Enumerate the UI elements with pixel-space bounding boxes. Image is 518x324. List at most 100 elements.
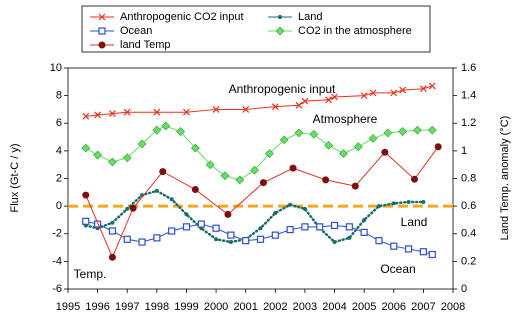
marker [108,253,116,261]
marker [369,89,377,97]
marker [220,171,230,181]
annotation: Temp. [74,267,107,281]
annotation: Ocean [380,262,415,276]
marker [212,106,220,113]
marker [110,220,115,225]
annotation: Land [401,215,428,229]
x-tick-label: 1997 [115,301,139,313]
marker [242,106,250,113]
marker [235,175,245,185]
x-tick-label: 2004 [322,301,346,313]
legend-marker [278,15,282,19]
marker [309,129,319,139]
marker [360,92,368,100]
marker [427,125,437,135]
x-tick-label: 2003 [293,301,317,313]
marker [404,245,413,253]
marker [322,176,330,184]
marker [399,86,407,94]
y-tick-label: 2 [56,172,62,184]
marker [228,240,233,245]
marker [351,182,359,190]
marker [94,220,102,228]
marker [184,212,189,217]
y-tick-label: 0 [56,200,62,212]
marker [419,85,427,93]
marker [325,96,333,104]
marker [398,127,408,136]
y-tick-label: 6 [56,117,62,129]
x-tick-label: 2006 [382,301,406,313]
annotation: Atmosphere [313,112,378,126]
marker [419,248,427,256]
y2-axis-title: Land Temp. anomaly (°C) [499,116,511,241]
marker [330,221,339,230]
marker [345,223,353,231]
x-tick-label: 2001 [233,301,257,313]
x-tick-label: 1999 [174,301,198,313]
marker [301,97,309,105]
y-tick-label: -4 [52,255,62,267]
marker [191,186,199,194]
legend-label: land Temp [120,39,171,51]
marker [375,237,383,245]
y-tick-label: 8 [56,90,62,102]
marker [391,201,396,206]
marker [376,204,381,209]
marker [107,157,117,167]
marker [82,191,90,199]
marker [122,153,132,163]
marker [205,160,215,170]
marker [242,237,250,245]
y2-tick-label: 0.2 [461,255,476,267]
marker [288,202,293,207]
marker [108,227,117,235]
legend-label: Land [298,11,322,23]
marker [381,148,389,156]
y-tick-label: -2 [52,228,62,240]
marker [224,210,232,218]
marker [259,179,267,187]
marker [190,143,200,153]
marker [182,223,191,231]
y2-tick-label: 1.6 [461,62,476,74]
y2-tick-label: 0.6 [461,200,476,212]
marker [169,197,174,202]
series-line [85,125,433,181]
y-axis-title: Flux (Gt-C / y) [9,143,21,212]
legend-marker [98,27,106,35]
marker [316,223,324,231]
marker [258,226,263,231]
x-tick-label: 2008 [441,301,465,313]
x-tick-label: 2002 [263,301,287,313]
marker [324,140,334,150]
legend-label: Ocean [120,25,152,37]
marker [428,82,436,90]
marker [93,150,103,160]
marker [421,199,426,204]
marker [286,226,294,234]
y2-tick-label: 0.8 [461,172,476,184]
legend-label: Anthropogenic CO2 input [120,11,244,23]
marker [81,143,91,153]
marker [212,224,220,232]
marker [154,188,159,193]
y-tick-label: 4 [56,145,62,157]
marker [390,242,398,250]
marker [214,237,219,242]
marker [279,135,289,145]
marker [271,103,279,111]
plot-frame [67,67,454,290]
x-tick-label: 2000 [204,301,228,313]
marker [94,111,102,119]
marker [125,206,130,211]
marker [338,149,348,159]
x-tick-label: 1998 [145,301,169,313]
x-tick-label: 1995 [56,301,80,313]
marker [368,134,378,143]
marker [197,220,205,228]
marker [360,228,368,236]
marker [227,231,235,239]
y-tick-label: 10 [50,62,62,74]
